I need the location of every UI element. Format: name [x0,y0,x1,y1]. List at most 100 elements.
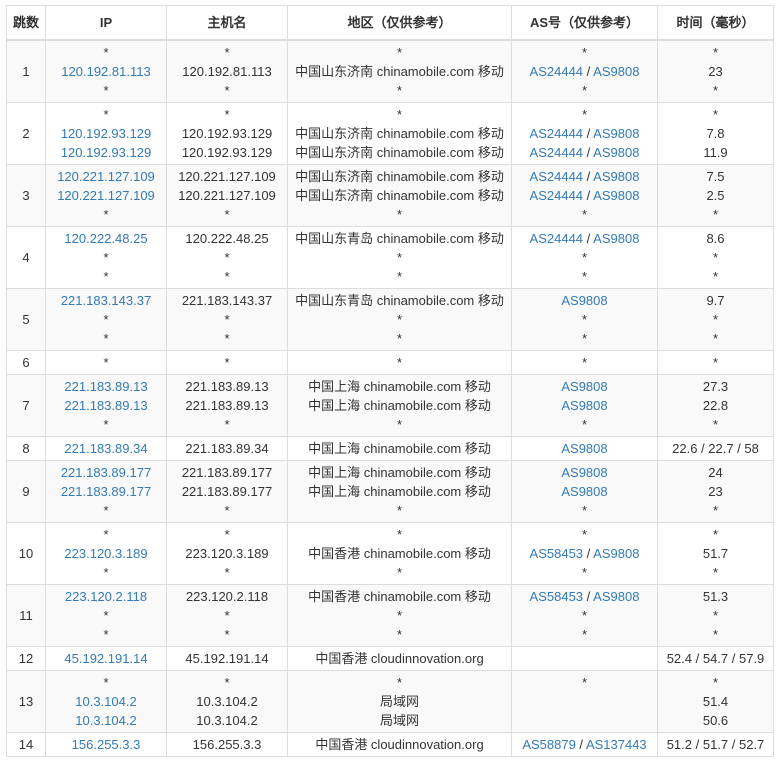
ip-link[interactable]: 221.183.89.177 [60,484,152,499]
as-link[interactable]: AS9808 [561,379,608,394]
ip-link[interactable]: 223.120.3.189 [64,546,148,561]
as-link[interactable]: AS58453 [529,546,584,561]
as-link[interactable]: AS58879 [522,737,576,752]
ip-cell: 221.183.89.34 [45,436,167,461]
host-cell: * 10.3.104.2 10.3.104.2 [166,670,288,733]
as-link[interactable]: AS9808 [593,64,640,79]
ip-link[interactable]: 120.192.93.129 [60,126,152,141]
time-cell-line: * [712,627,719,642]
ip-link[interactable]: 221.183.89.177 [60,465,152,480]
host-cell-line: 221.183.89.13 [185,398,269,413]
region-cell-line: * [396,503,403,518]
ip-cell-line: 221.183.143.37 [50,291,162,310]
as-cell [511,646,658,671]
ip-cell-line: * [103,331,109,346]
ip-link[interactable]: 120.222.48.25 [64,231,148,246]
ip-cell-line: 120.192.81.113 [50,62,162,81]
as-link[interactable]: AS24444 [529,188,584,203]
as-link[interactable]: AS24444 [529,64,584,79]
region-cell-line: 中国香港 cloudinnovation.org [315,737,484,752]
ip-cell: * 120.192.81.113 * [45,39,167,103]
ip-link[interactable]: 10.3.104.2 [75,713,137,728]
as-cell: AS9808 * * [511,288,658,351]
as-link[interactable]: AS24444 [529,231,584,246]
host-cell-line: * [224,527,230,542]
as-link[interactable]: AS9808 [593,145,640,160]
time-cell-line: 51.7 [702,546,729,561]
region-cell-line: * [396,627,403,642]
region-cell-line: * [396,269,403,284]
as-link[interactable]: AS9808 [593,231,640,246]
host-cell: 221.183.89.34 [166,436,288,461]
region-cell: 中国香港 cloudinnovation.org [287,646,512,671]
table-row: 6 * * * * * [6,350,774,375]
ip-cell-line: 223.120.2.118 [50,587,162,606]
as-cell-line [516,692,653,711]
ip-link[interactable]: 223.120.2.118 [64,589,148,604]
as-link[interactable]: AS9808 [561,398,608,413]
ip-link[interactable]: 120.192.93.129 [60,145,152,160]
ip-cell-line: * [103,269,109,284]
region-cell-line: * [396,527,403,542]
as-link[interactable]: AS9808 [561,293,608,308]
as-link[interactable]: AS24444 [529,169,584,184]
ip-link[interactable]: 120.221.127.109 [57,169,155,184]
host-cell-line: * [224,355,230,370]
hop-cell: 12 [6,646,46,671]
region-cell-line: 中国山东济南 chinamobile.com 移动 [295,169,504,184]
as-link[interactable]: AS9808 [561,484,608,499]
ip-cell: 156.255.3.3 [45,732,167,757]
ip-link[interactable]: 10.3.104.2 [75,694,137,709]
as-link[interactable]: AS24444 [529,145,584,160]
host-cell-line: * [224,608,230,623]
region-cell: 中国山东青岛 chinamobile.com 移动 * * [287,288,512,351]
ip-link[interactable]: 221.183.89.34 [64,441,148,456]
region-cell-line: * [396,45,403,60]
region-cell: 中国上海 chinamobile.com 移动 [287,436,512,461]
as-link[interactable]: AS9808 [593,188,640,203]
as-link[interactable]: AS24444 [529,126,584,141]
region-cell: * 中国香港 chinamobile.com 移动 * [287,522,512,585]
ip-link[interactable]: 45.192.191.14 [64,651,148,666]
as-cell-line: * [581,83,588,98]
hop-cell: 9 [6,460,46,523]
region-cell-line: * [396,565,403,580]
time-cell-line: 51.3 [702,589,729,604]
time-cell-line: 2.5 [706,188,725,203]
ip-cell-line: * [103,608,109,623]
ip-cell: * 223.120.3.189 * [45,522,167,585]
ip-link[interactable]: 120.221.127.109 [57,188,155,203]
as-link[interactable]: AS9808 [561,441,608,456]
region-cell-line: 中国山东青岛 chinamobile.com 移动 [295,231,504,246]
table-row: 3 120.221.127.109 120.221.127.109 * 120.221.… [6,164,774,227]
region-cell-line: * [396,207,403,222]
as-link[interactable]: AS137443 [585,737,647,752]
time-cell-line: 22.8 [702,398,729,413]
as-link[interactable]: AS9808 [593,126,640,141]
as-link[interactable]: AS9808 [561,465,608,480]
time-cell-line: * [712,331,719,346]
region-cell: 中国山东青岛 chinamobile.com 移动 * * [287,226,512,289]
host-cell-line: 10.3.104.2 [196,694,258,709]
ip-link[interactable]: 156.255.3.3 [71,737,141,752]
ip-link[interactable]: 221.183.143.37 [60,293,152,308]
as-link[interactable]: AS58453 [529,589,584,604]
host-cell-line: 120.222.48.25 [185,231,269,246]
host-cell: 45.192.191.14 [166,646,288,671]
region-cell-line: 中国山东济南 chinamobile.com 移动 [295,64,504,79]
as-link[interactable]: AS9808 [593,546,640,561]
table-row: 5 221.183.143.37 * * 221.183.143.37 * * 中国山东青岛 … [6,288,774,351]
host-cell-line: 223.120.2.118 [185,589,269,604]
as-link[interactable]: AS9808 [593,169,640,184]
header-as: AS号（仅供参考） [511,5,658,41]
ip-cell-line: * [103,417,109,432]
host-cell: * 120.192.81.113 * [166,39,288,103]
time-cell: 27.3 22.8 * [657,374,774,437]
ip-link[interactable]: 221.183.89.13 [64,398,148,413]
ip-link[interactable]: 120.192.81.113 [61,64,151,79]
as-link[interactable]: AS9808 [593,589,640,604]
time-cell-line: * [712,45,719,60]
ip-cell-line: * [103,675,109,690]
as-cell-line: * [581,207,588,222]
ip-link[interactable]: 221.183.89.13 [64,379,148,394]
